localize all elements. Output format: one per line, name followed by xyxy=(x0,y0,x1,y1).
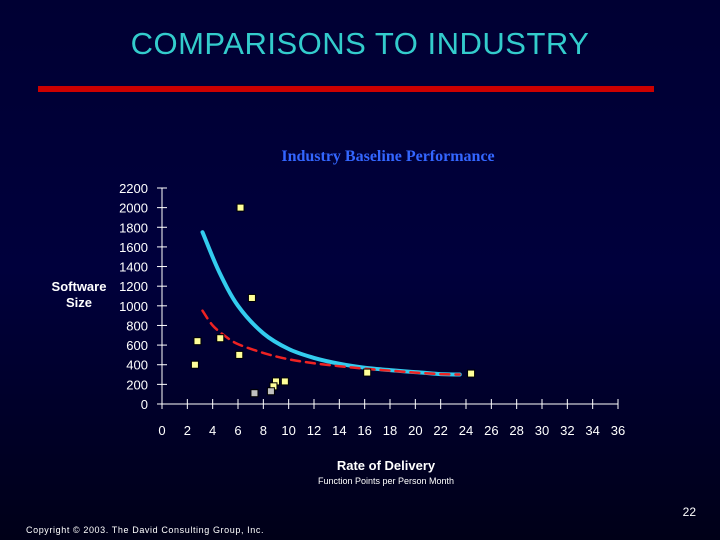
page-number: 22 xyxy=(682,505,696,519)
data-point xyxy=(247,293,256,302)
x-tick-label: 10 xyxy=(281,423,295,438)
y-tick-label: 2000 xyxy=(119,201,148,216)
data-point xyxy=(236,203,245,212)
data-point xyxy=(193,337,202,346)
x-tick-label: 2 xyxy=(184,423,191,438)
data-point xyxy=(216,334,225,343)
x-tick-label: 30 xyxy=(535,423,549,438)
x-tick-label: 6 xyxy=(234,423,241,438)
y-tick-label: 200 xyxy=(126,377,148,392)
y-tick-label: 1800 xyxy=(119,220,148,235)
y-tick-label: 1000 xyxy=(119,299,148,314)
y-axis-label-line-2: Size xyxy=(66,295,92,310)
x-tick-label: 36 xyxy=(611,423,625,438)
trend-line-dashed xyxy=(201,309,461,376)
y-axis-label-line-1: Software xyxy=(52,279,107,294)
x-tick-label: 32 xyxy=(560,423,574,438)
chart-title: Industry Baseline Performance xyxy=(281,148,494,165)
x-tick-label: 26 xyxy=(484,423,498,438)
y-tick-label: 400 xyxy=(126,358,148,373)
y-tick-label: 1400 xyxy=(119,260,148,275)
x-tick-label: 28 xyxy=(509,423,523,438)
x-tick-label: 8 xyxy=(260,423,267,438)
x-axis-label: Rate of Delivery xyxy=(337,458,436,473)
y-tick-label: 800 xyxy=(126,318,148,333)
data-point xyxy=(280,377,289,386)
data-point-alt xyxy=(266,387,275,396)
y-axis-label: Software Size xyxy=(52,279,107,310)
y-tick-label: 1200 xyxy=(119,279,148,294)
data-point-alt xyxy=(250,389,259,398)
title-rule xyxy=(38,86,654,92)
x-axis-sublabel: Function Points per Person Month xyxy=(318,476,454,486)
y-tick-label: 1600 xyxy=(119,240,148,255)
data-point xyxy=(467,369,476,378)
y-tick-label: 2200 xyxy=(119,181,148,196)
x-tick-label: 22 xyxy=(433,423,447,438)
x-tick-label: 14 xyxy=(332,423,346,438)
copyright-notice: Copyright © 2003. The David Consulting G… xyxy=(26,525,265,535)
x-tick-label: 34 xyxy=(585,423,599,438)
data-point xyxy=(363,368,372,377)
x-tick-label: 18 xyxy=(383,423,397,438)
data-point xyxy=(190,360,199,369)
slide-title: COMPARISONS TO INDUSTRY xyxy=(130,26,590,61)
x-tick-label: 0 xyxy=(158,423,165,438)
x-tick-label: 12 xyxy=(307,423,321,438)
y-tick-label: 600 xyxy=(126,338,148,353)
y-tick-label: 0 xyxy=(141,397,148,412)
x-tick-label: 20 xyxy=(408,423,422,438)
x-tick-label: 16 xyxy=(357,423,371,438)
x-tick-label: 24 xyxy=(459,423,473,438)
data-point xyxy=(235,350,244,359)
x-tick-label: 4 xyxy=(209,423,216,438)
